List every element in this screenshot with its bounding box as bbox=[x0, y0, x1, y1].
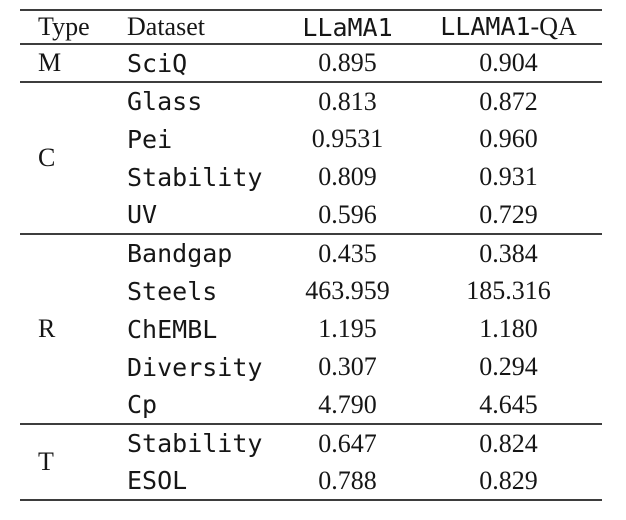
dataset-cell: Cp bbox=[127, 390, 158, 419]
value-cell-llama1: 0.809 bbox=[318, 162, 377, 191]
type-group: R Bandgap 0.435 0.384 Steels 463.959 185.316 Ch… bbox=[20, 234, 602, 424]
value-cell-llama1: 0.813 bbox=[318, 86, 377, 116]
value-cell-llama1: 0.307 bbox=[318, 352, 377, 381]
dataset-cell: SciQ bbox=[127, 48, 188, 78]
col-header-llama1-qa: LLAMA1-QA bbox=[415, 10, 602, 44]
dataset-cell: Bandgap bbox=[127, 239, 233, 268]
type-group: C Glass 0.813 0.872 Pei 0.9531 0.960 Stability 0… bbox=[20, 82, 602, 234]
value-cell-llama1-qa: 4.645 bbox=[479, 389, 538, 419]
value-cell-llama1: 0.788 bbox=[318, 465, 377, 495]
table-row: Steels 463.959 185.316 bbox=[20, 272, 602, 310]
value-cell-llama1-qa: 0.904 bbox=[479, 48, 538, 77]
col-header-llama1-qa-serif-part: -QA bbox=[530, 12, 577, 41]
value-cell-llama1: 0.895 bbox=[318, 48, 377, 77]
value-cell-llama1: 463.959 bbox=[305, 276, 390, 305]
value-cell-llama1: 0.435 bbox=[318, 238, 377, 268]
col-header-llama1: LLaMA1 bbox=[302, 12, 393, 42]
value-cell-llama1-qa: 0.829 bbox=[479, 465, 538, 495]
type-group: M SciQ 0.895 0.904 bbox=[20, 44, 602, 82]
table-row: Cp 4.790 4.645 bbox=[20, 386, 602, 424]
type-cell: R bbox=[38, 314, 56, 343]
table-row: Pei 0.9531 0.960 bbox=[20, 120, 602, 158]
value-cell-llama1-qa: 1.180 bbox=[479, 314, 538, 343]
table-row: T Stability 0.647 0.824 bbox=[20, 424, 602, 477]
value-cell-llama1: 0.647 bbox=[318, 428, 377, 458]
table-row: ChEMBL 1.195 1.180 bbox=[20, 310, 602, 348]
type-cell: C bbox=[38, 143, 56, 172]
table-row: C Glass 0.813 0.872 bbox=[20, 82, 602, 173]
dataset-cell: UV bbox=[127, 200, 158, 229]
value-cell-llama1: 1.195 bbox=[318, 314, 377, 343]
value-cell-llama1-qa: 0.384 bbox=[479, 238, 538, 268]
dataset-cell: ChEMBL bbox=[127, 314, 218, 344]
dataset-cell: Stability bbox=[127, 429, 263, 458]
table-row: R Bandgap 0.435 0.384 bbox=[20, 234, 602, 344]
table-row: UV 0.596 0.729 bbox=[20, 196, 602, 234]
value-cell-llama1-qa: 0.729 bbox=[479, 199, 538, 229]
dataset-cell: Stability bbox=[127, 162, 263, 192]
results-table: Type Dataset LLaMA1 LLAMA1-QA M SciQ 0.895… bbox=[20, 9, 602, 501]
type-cell: M bbox=[38, 48, 62, 77]
dataset-cell: Steels bbox=[127, 276, 218, 306]
value-cell-llama1-qa: 0.872 bbox=[479, 86, 538, 116]
type-cell: T bbox=[38, 447, 54, 476]
value-cell-llama1: 4.790 bbox=[318, 389, 377, 419]
table-header: Type Dataset LLaMA1 LLAMA1-QA bbox=[20, 10, 602, 44]
col-header-llama1-qa-mono-part: LLAMA1 bbox=[440, 12, 531, 41]
col-header-type: Type bbox=[38, 12, 90, 41]
col-header-dataset: Dataset bbox=[127, 12, 205, 41]
value-cell-llama1: 0.9531 bbox=[311, 124, 384, 153]
value-cell-llama1-qa: 0.960 bbox=[479, 124, 538, 153]
dataset-cell: Diversity bbox=[127, 352, 263, 382]
value-cell-llama1: 0.596 bbox=[318, 199, 377, 229]
dataset-cell: Pei bbox=[127, 124, 173, 154]
type-group: T Stability 0.647 0.824 ESOL 0.788 0.829 bbox=[20, 424, 602, 500]
table-row: ESOL 0.788 0.829 bbox=[20, 462, 602, 500]
paper-table-page: Type Dataset LLaMA1 LLAMA1-QA M SciQ 0.895… bbox=[0, 9, 626, 520]
value-cell-llama1-qa: 0.294 bbox=[479, 352, 538, 381]
value-cell-llama1-qa: 0.931 bbox=[479, 162, 538, 191]
dataset-cell: ESOL bbox=[127, 466, 188, 495]
dataset-cell: Glass bbox=[127, 87, 203, 116]
table-row: M SciQ 0.895 0.904 bbox=[20, 44, 602, 82]
table-row: Diversity 0.307 0.294 bbox=[20, 348, 602, 386]
value-cell-llama1-qa: 185.316 bbox=[466, 276, 551, 305]
table-row: Stability 0.809 0.931 bbox=[20, 158, 602, 196]
header-row: Type Dataset LLaMA1 LLAMA1-QA bbox=[20, 10, 602, 44]
value-cell-llama1-qa: 0.824 bbox=[479, 428, 538, 458]
